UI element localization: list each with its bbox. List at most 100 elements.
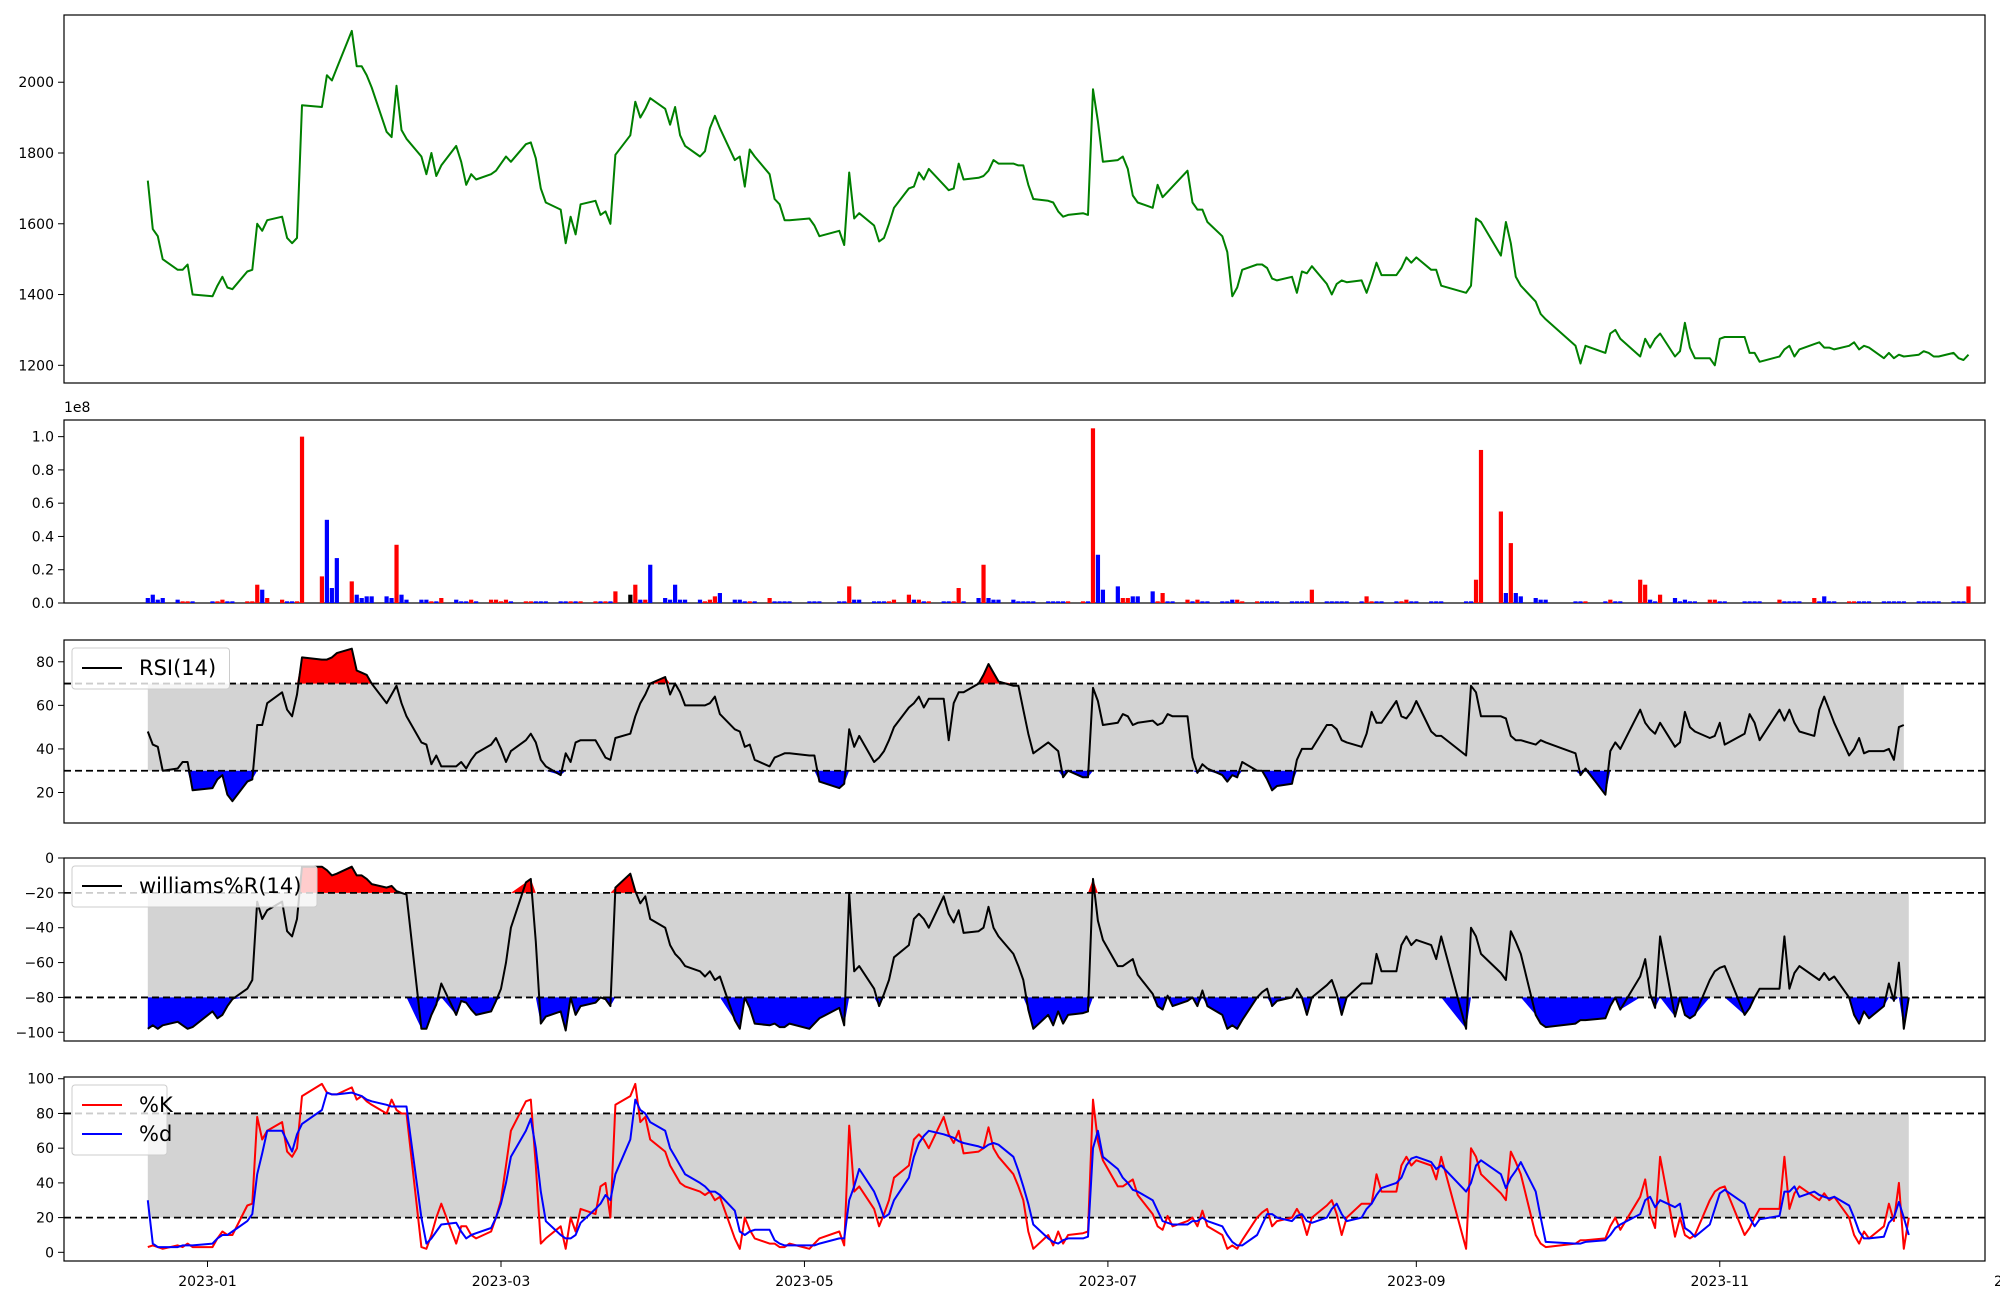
volume-bar — [608, 601, 613, 603]
y-tick-label: −100 — [16, 1025, 54, 1041]
volume-bar — [190, 601, 195, 603]
volume-bar — [1682, 599, 1688, 603]
volume-bar — [817, 601, 822, 603]
volume-bar — [1757, 601, 1762, 603]
volume-bar — [1936, 601, 1941, 603]
volume-bar — [1687, 601, 1693, 603]
price-line — [146, 29, 1970, 367]
volume-bar — [1856, 601, 1862, 603]
volume-bar — [215, 601, 220, 603]
y-tick-label: 20 — [36, 1211, 54, 1227]
volume-bar — [220, 599, 225, 603]
volume-bar — [1429, 601, 1434, 603]
volume-bar — [1921, 601, 1926, 603]
volume-bar — [289, 601, 295, 603]
volume-bar — [976, 598, 981, 603]
volume-bar — [284, 601, 290, 603]
volume-bar — [1170, 601, 1175, 603]
volume-bar — [1827, 601, 1832, 603]
panel-frame — [63, 639, 1986, 824]
volume-bar — [454, 599, 459, 603]
panel-frame — [63, 14, 1986, 384]
volume-bar — [1160, 593, 1165, 603]
volume-bar — [250, 601, 255, 603]
volume-bar — [1274, 601, 1280, 603]
volume-bar — [459, 601, 464, 603]
volume-bar — [1518, 596, 1523, 603]
volume-bar — [324, 519, 329, 603]
volume-bar — [334, 558, 339, 603]
volume-bar — [230, 601, 235, 603]
volume-bar — [389, 598, 394, 603]
volume-bar — [1225, 601, 1230, 603]
volume-bar — [1369, 601, 1374, 603]
volume-bar — [419, 599, 424, 603]
volume-bar — [1120, 598, 1125, 603]
volume-bar — [598, 601, 603, 603]
volume-bar — [1722, 601, 1727, 603]
volume-bar — [185, 601, 190, 603]
volume-bar — [1439, 601, 1444, 603]
y-tick-label: 0 — [45, 851, 54, 867]
d-line — [146, 1091, 1910, 1249]
volume-bar — [717, 593, 722, 603]
volume-bar — [1200, 601, 1205, 603]
volume-bar — [1478, 449, 1484, 603]
volume-bar — [1638, 579, 1643, 603]
volume-bar — [1538, 599, 1543, 603]
volume-bar — [782, 601, 787, 603]
volume-bar — [498, 601, 504, 603]
volume-bar — [593, 601, 598, 603]
volume-bar — [1961, 601, 1966, 603]
volume-bar — [265, 598, 270, 603]
volume-bar — [464, 601, 469, 603]
volume-bar — [1404, 599, 1409, 603]
volume-bar — [1269, 601, 1275, 603]
volume-bar — [1653, 601, 1658, 603]
volume-bar — [767, 598, 772, 603]
volume-bar — [991, 599, 996, 603]
volume-bar — [1115, 586, 1120, 603]
k-line — [147, 1082, 1910, 1250]
legend: %K %d — [71, 1084, 174, 1156]
volume-bar — [1777, 599, 1782, 603]
volume-bar — [1886, 601, 1892, 603]
volume-bar — [906, 594, 912, 603]
volume-bar — [787, 601, 792, 603]
volume-bar — [1374, 601, 1379, 603]
volume-bar — [394, 544, 399, 603]
volume-bar — [1468, 601, 1474, 603]
volume-bar — [1752, 601, 1757, 603]
y-tick-label: 20 — [36, 786, 54, 802]
volume-bar — [399, 594, 404, 603]
volume-bar — [628, 594, 633, 603]
panel-frame — [63, 857, 1986, 1042]
volume-bar — [1792, 601, 1797, 603]
volume-bar — [1717, 601, 1722, 603]
volume-bar — [1066, 601, 1071, 603]
y-tick-label: 1.0 — [32, 430, 54, 446]
x-tick-label: 2023-07 — [1079, 1274, 1138, 1290]
volume-bar — [180, 601, 185, 603]
overbought-fill — [147, 648, 1904, 684]
volume-bar — [1031, 601, 1036, 603]
volume-bar — [1080, 601, 1086, 603]
volume-bar — [1508, 543, 1513, 603]
volume-bar — [1130, 596, 1135, 603]
x-tick-label: 2023-11 — [1691, 1274, 1750, 1290]
volume-bar — [682, 599, 688, 603]
legend-box — [71, 1084, 168, 1156]
y-tick-label: 60 — [36, 1141, 54, 1157]
volume-bar — [1847, 601, 1852, 603]
volume-bar — [429, 601, 434, 603]
volume-bar — [871, 601, 877, 603]
volume-bar — [697, 599, 703, 603]
volume-bar — [1220, 601, 1225, 603]
y-tick-label: 1600 — [18, 217, 54, 233]
volume-bar — [319, 576, 325, 603]
panel-frame — [63, 419, 1986, 604]
volume-bar — [1583, 601, 1588, 603]
volume-bar — [1195, 599, 1200, 603]
volume-bar — [1434, 601, 1439, 603]
volume-bar — [996, 599, 1001, 603]
